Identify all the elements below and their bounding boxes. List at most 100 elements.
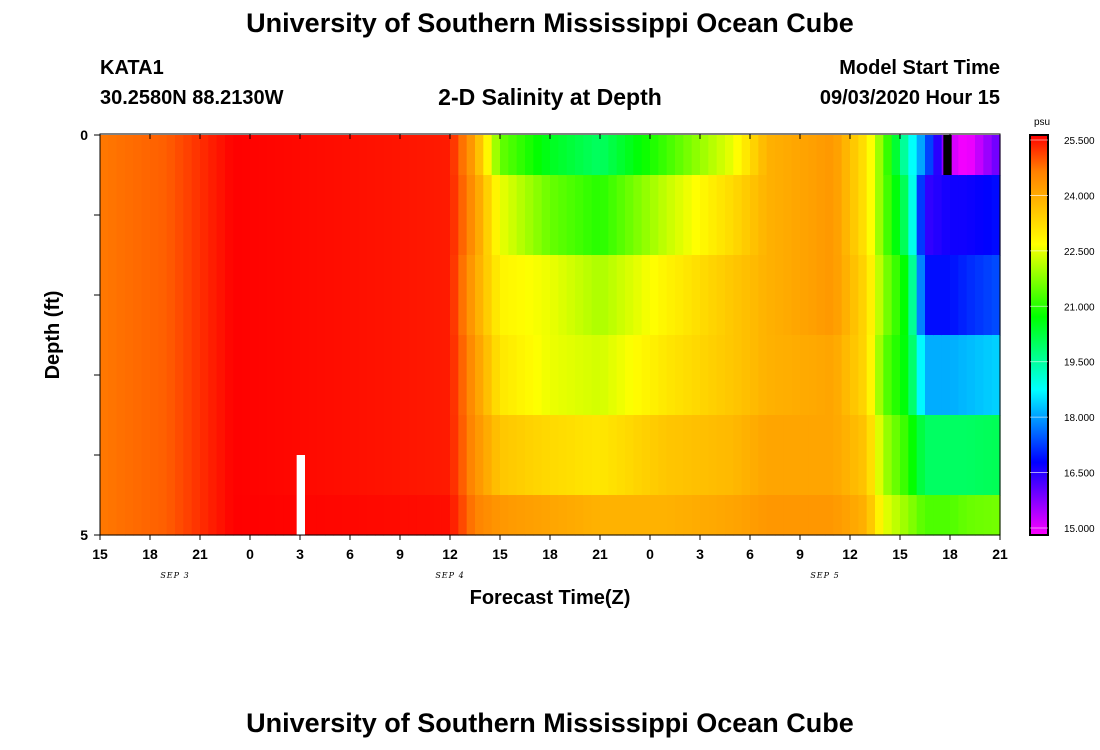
heatmap-cell	[350, 415, 359, 496]
x-tick-label: 21	[192, 546, 208, 562]
heatmap-cell	[358, 335, 368, 416]
station-coordinates: 30.2580N 88.2130W	[100, 87, 284, 109]
heatmap-cell	[458, 175, 468, 256]
heatmap-cell	[691, 335, 701, 416]
heatmap-cell	[650, 415, 659, 496]
heatmap-cell	[675, 495, 684, 536]
heatmap-cell	[275, 335, 284, 416]
x-tick-label: 3	[296, 546, 304, 562]
heatmap-cell	[458, 335, 468, 416]
heatmap-cell	[183, 175, 193, 256]
heatmap-cell	[166, 175, 176, 256]
heatmap-cell	[316, 495, 326, 536]
heatmap-cell	[191, 415, 201, 496]
heatmap-cell	[233, 335, 243, 416]
heatmap-cell	[691, 495, 701, 536]
heatmap-cell	[100, 255, 109, 336]
heatmap-cell	[558, 335, 568, 416]
heatmap-cell	[283, 255, 293, 336]
heatmap-cell	[325, 255, 334, 336]
heatmap-cell	[966, 415, 976, 496]
heatmap-cell	[283, 335, 293, 416]
heatmap-cell	[908, 175, 918, 256]
heatmap-cell	[408, 175, 418, 256]
x-tick-label: 6	[346, 546, 354, 562]
heatmap-cell	[508, 175, 518, 256]
heatmap-cell	[716, 495, 726, 536]
heatmap-cell	[266, 335, 276, 416]
heatmap-cell	[416, 255, 426, 336]
heatmap-cell	[658, 255, 668, 336]
heatmap-cell	[533, 415, 543, 496]
heatmap-cell	[733, 255, 743, 336]
x-tick-label: 21	[592, 546, 608, 562]
heatmap-cell	[625, 495, 634, 536]
heatmap-cell	[558, 255, 568, 336]
heatmap-cell	[316, 335, 326, 416]
heatmap-cell	[925, 255, 934, 336]
heatmap-cell	[866, 495, 876, 536]
heatmap-cell	[541, 335, 551, 416]
heatmap-cell	[200, 255, 209, 336]
heatmap-cell	[933, 135, 943, 176]
heatmap-cell	[308, 495, 318, 536]
heatmap-cell	[741, 415, 751, 496]
heatmap-cell	[108, 495, 118, 536]
heatmap-cell	[800, 415, 809, 496]
heatmap-cell	[641, 135, 651, 176]
heatmap-cell	[666, 415, 676, 496]
heatmap-cell	[216, 335, 226, 416]
heatmap-cell	[725, 335, 734, 416]
heatmap-cell	[550, 495, 559, 536]
heatmap-cell	[208, 335, 218, 416]
heatmap-cell	[341, 135, 351, 176]
heatmap-cell	[900, 495, 909, 536]
heatmap-cell	[866, 415, 876, 496]
heatmap-cell	[183, 255, 193, 336]
heatmap-cell	[500, 175, 509, 256]
heatmap-cell	[616, 255, 626, 336]
heatmap-cell	[316, 255, 326, 336]
heatmap-cell	[983, 495, 993, 536]
heatmap-cell	[275, 135, 284, 176]
heatmap-cell	[233, 175, 243, 256]
heatmap-cell	[750, 495, 759, 536]
heatmap-cell	[175, 255, 184, 336]
heatmap-cell	[783, 495, 793, 536]
heatmap-cell	[875, 495, 884, 536]
heatmap-cell	[558, 135, 568, 176]
heatmap-cell	[341, 495, 351, 536]
heatmap-cell	[416, 415, 426, 496]
colorbar-unit: psu	[1034, 117, 1050, 128]
heatmap-cell	[358, 135, 368, 176]
heatmap-cell	[225, 415, 234, 496]
heatmap-cell	[683, 415, 693, 496]
heatmap-cell	[283, 175, 293, 256]
heatmap-cell	[850, 135, 859, 176]
heatmap-cell	[833, 255, 843, 336]
heatmap-cell	[158, 255, 168, 336]
heatmap-cell	[333, 135, 343, 176]
heatmap-cell	[300, 135, 309, 176]
heatmap-cell	[741, 495, 751, 536]
heatmap-cell	[633, 135, 643, 176]
heatmap-cell	[383, 135, 393, 176]
heatmap-cell	[958, 255, 968, 336]
heatmap-cell	[991, 175, 1001, 256]
heatmap-cell	[816, 415, 826, 496]
heatmap-cell	[125, 175, 134, 256]
heatmap-cell	[783, 335, 793, 416]
heatmap-cell	[841, 335, 851, 416]
data-gap-layer	[296, 135, 952, 535]
heatmap-cell	[191, 175, 201, 256]
heatmap-cell	[991, 495, 1001, 536]
heatmap-cell	[683, 255, 693, 336]
heatmap-cell	[900, 175, 909, 256]
heatmap-cell	[791, 495, 801, 536]
heatmap-cell	[700, 135, 709, 176]
heatmap-cell	[816, 495, 826, 536]
heatmap-cell	[450, 135, 459, 176]
heatmap-cell	[508, 495, 518, 536]
heatmap-cell	[775, 255, 784, 336]
heatmap-cell	[258, 335, 268, 416]
